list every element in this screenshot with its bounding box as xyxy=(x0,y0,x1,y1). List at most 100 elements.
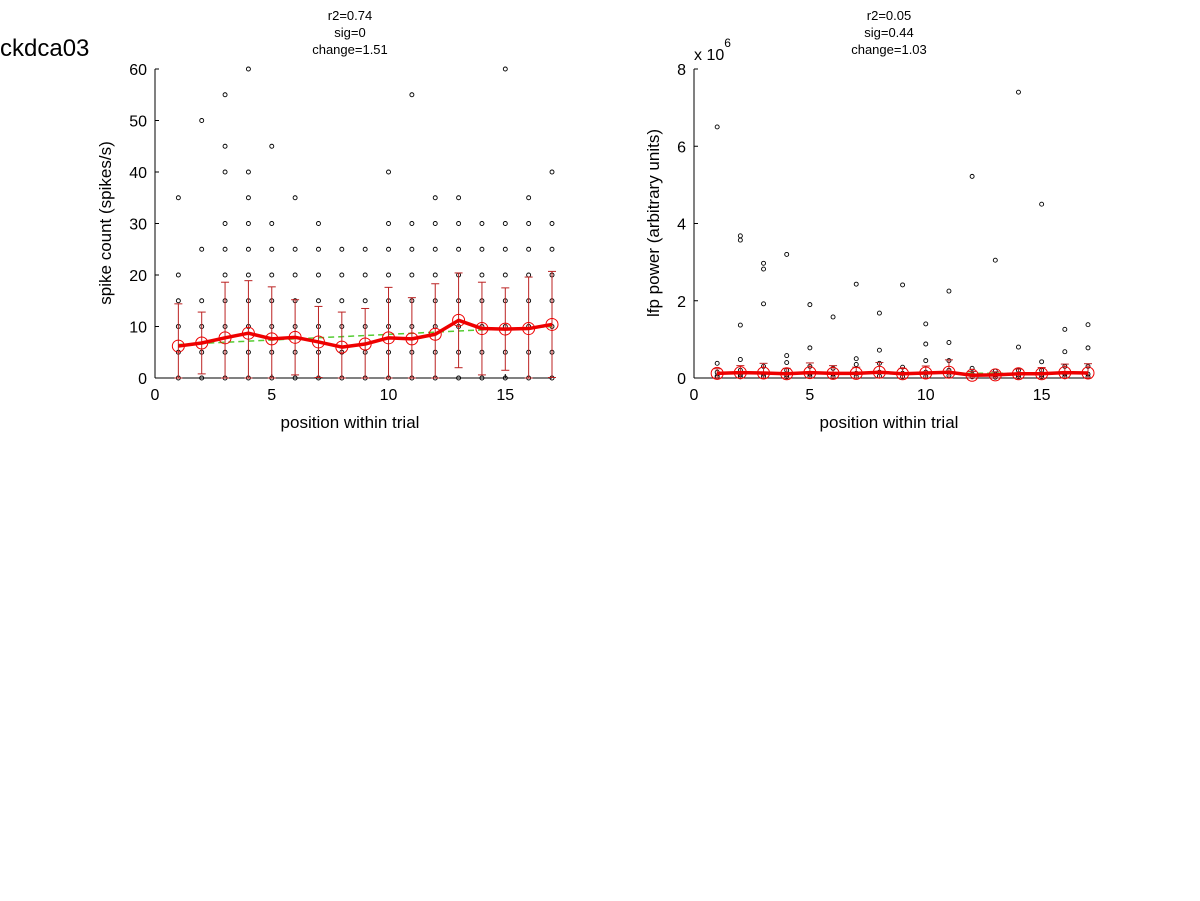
trial-point xyxy=(245,272,251,278)
mean-point xyxy=(498,322,512,336)
trial-point xyxy=(737,233,743,239)
mean-point xyxy=(1011,367,1025,381)
lfp-power-panel: r2=0.05 sig=0.44 change=1.03 position wi… xyxy=(644,8,1095,432)
x-tick-label: 15 xyxy=(1033,387,1051,404)
trial-point xyxy=(456,221,462,226)
trial-point xyxy=(175,298,181,304)
trial-point xyxy=(923,358,929,364)
trial-point xyxy=(830,314,836,320)
mean-line xyxy=(178,318,553,349)
trial-point xyxy=(245,169,251,175)
x-axis-label: position within trial xyxy=(820,413,959,432)
trial-point xyxy=(199,246,205,252)
y-tick-label: 0 xyxy=(138,371,147,388)
trial-point xyxy=(386,246,391,252)
trial-point xyxy=(502,272,508,278)
trial-point xyxy=(362,298,368,304)
trial-point xyxy=(1062,349,1068,355)
trial-point xyxy=(432,221,438,226)
trial-point xyxy=(1016,344,1021,350)
trial-point xyxy=(502,221,508,226)
y-multiplier-base: x 10 xyxy=(694,47,724,64)
y-axis-label: spike count (spikes/s) xyxy=(96,141,115,304)
trial-point xyxy=(269,221,275,226)
trial-point xyxy=(222,246,228,252)
trial-point xyxy=(807,302,813,308)
trial-point xyxy=(1039,359,1045,365)
mean-point xyxy=(522,322,536,336)
trial-point xyxy=(549,169,555,175)
mean-line xyxy=(717,370,1089,378)
y-tick-label: 4 xyxy=(677,217,686,234)
trial-point xyxy=(923,341,929,347)
trial-point xyxy=(432,272,438,278)
x-tick-label: 0 xyxy=(151,387,160,404)
trial-point xyxy=(292,195,298,201)
mean-point xyxy=(475,322,489,336)
trial-point xyxy=(502,246,508,252)
y-tick-label: 0 xyxy=(677,371,686,388)
trial-point xyxy=(316,221,321,226)
y-tick-label: 30 xyxy=(129,217,147,234)
x-axis-label: position within trial xyxy=(281,413,420,432)
y-tick-label: 10 xyxy=(129,320,147,337)
spike-count-panel: r2=0.74 sig=0 change=1.51 position withi… xyxy=(96,8,559,432)
mean-point xyxy=(919,366,933,380)
trial-point xyxy=(737,322,743,328)
mean-point xyxy=(1035,367,1049,381)
mean-point xyxy=(335,340,349,354)
x-tick-label: 10 xyxy=(917,387,935,404)
mean-point xyxy=(382,331,396,345)
x-tick-label: 0 xyxy=(690,387,699,404)
trial-point xyxy=(502,66,508,72)
trial-point xyxy=(456,246,462,252)
trial-point xyxy=(456,375,462,381)
mean-point xyxy=(1058,366,1072,380)
mean-point xyxy=(195,336,209,350)
trial-point xyxy=(269,272,275,278)
mean-point xyxy=(780,367,794,381)
mean-point xyxy=(218,331,232,345)
trial-point xyxy=(409,272,415,278)
trial-point xyxy=(432,195,438,201)
mean-point xyxy=(288,330,302,344)
mean-point xyxy=(988,368,1002,382)
trial-point xyxy=(479,221,485,226)
x-tick-label: 5 xyxy=(267,387,276,404)
mean-point xyxy=(942,365,956,379)
trial-point xyxy=(876,347,882,353)
mean-point xyxy=(849,366,863,380)
trial-point xyxy=(900,282,906,288)
trial-point xyxy=(479,272,485,278)
trial-point xyxy=(526,221,532,226)
trial-point xyxy=(969,173,975,179)
trial-point xyxy=(549,221,555,226)
trial-point xyxy=(923,321,929,327)
mean-point xyxy=(757,366,771,380)
trial-point xyxy=(526,272,532,278)
trial-point xyxy=(456,195,462,201)
trial-point xyxy=(222,221,228,226)
trial-point xyxy=(386,272,391,278)
trial-point xyxy=(199,298,205,304)
trial-point xyxy=(1062,326,1068,332)
trial-point xyxy=(549,246,555,252)
trial-point xyxy=(269,143,275,149)
trial-point xyxy=(199,118,205,123)
trial-point xyxy=(316,272,321,278)
trial-point xyxy=(784,353,790,359)
trial-point xyxy=(946,340,952,345)
trial-point xyxy=(222,272,228,278)
mean-point xyxy=(358,337,372,351)
y-tick-label: 2 xyxy=(677,294,686,311)
trial-point xyxy=(316,298,321,304)
mean-point xyxy=(710,366,724,380)
trial-point xyxy=(362,246,368,252)
trial-point xyxy=(362,272,368,278)
stat-change: change=1.51 xyxy=(312,42,388,57)
y-tick-label: 50 xyxy=(129,114,147,131)
mean-point xyxy=(1081,366,1095,380)
trial-point xyxy=(339,246,345,252)
mean-point xyxy=(545,317,559,331)
mean-point xyxy=(826,366,840,380)
